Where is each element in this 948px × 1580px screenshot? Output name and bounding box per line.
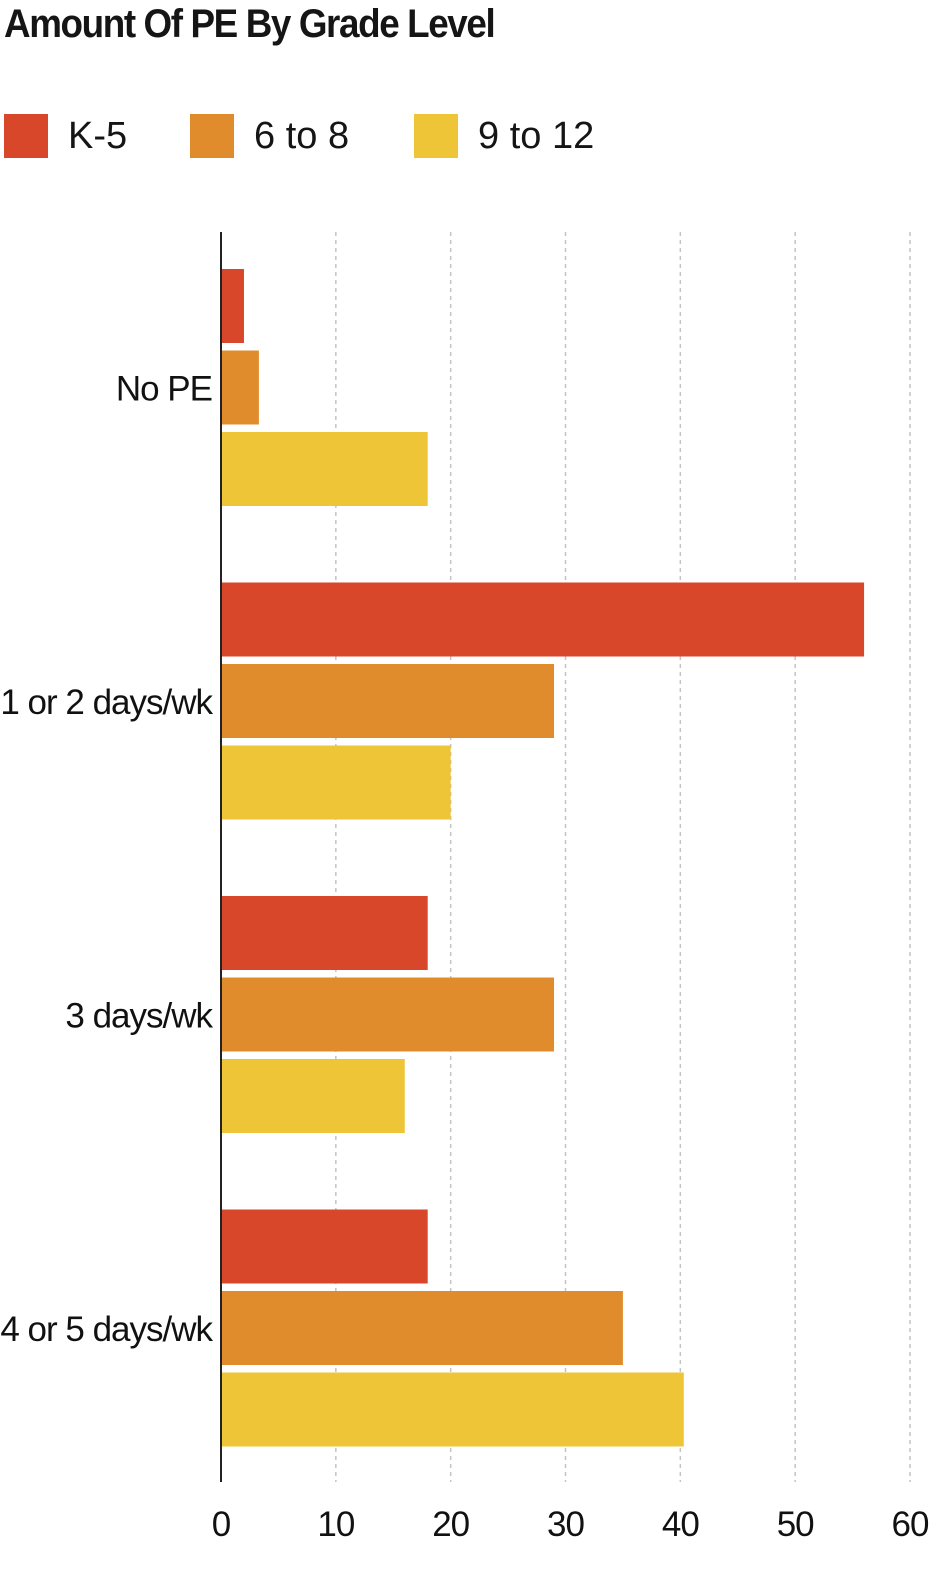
x-tick-label: 60 (892, 1505, 929, 1544)
bar-6-to-8-2 (221, 977, 555, 1052)
chart-title: Amount Of PE By Grade Level (4, 2, 496, 46)
category-label: 1 or 2 days/wk (0, 683, 213, 722)
x-tick-label: 40 (662, 1505, 699, 1544)
legend-swatch-6-to-8 (190, 114, 234, 158)
bar-6-to-8-3 (221, 1291, 623, 1365)
bar-9-to-12-3 (221, 1372, 684, 1447)
x-tick-label: 0 (212, 1505, 231, 1544)
legend-label-6-to-8: 6 to 8 (254, 115, 350, 157)
bar-k-5-0 (221, 269, 244, 343)
legend-swatch-9-to-12 (414, 114, 458, 158)
bar-6-to-8-1 (221, 664, 555, 738)
bar-9-to-12-2 (221, 1059, 405, 1133)
x-tick-label: 10 (317, 1505, 354, 1544)
category-label: 4 or 5 days/wk (0, 1310, 213, 1349)
x-tick-label: 50 (777, 1505, 814, 1544)
legend-swatch-k5 (4, 114, 48, 158)
category-label: No PE (116, 370, 212, 409)
bar-k-5-1 (221, 582, 865, 657)
x-tick-label: 30 (547, 1505, 584, 1544)
x-tick-label: 20 (432, 1505, 469, 1544)
bar-9-to-12-1 (221, 745, 451, 820)
bar-k-5-2 (221, 896, 428, 970)
legend-label-9-to-12: 9 to 12 (478, 115, 595, 157)
bar-k-5-3 (221, 1209, 428, 1284)
bar-9-to-12-0 (221, 432, 428, 506)
category-label: 3 days/wk (65, 997, 213, 1036)
bar-6-to-8-0 (221, 350, 259, 425)
legend-label-k5: K-5 (68, 115, 128, 157)
